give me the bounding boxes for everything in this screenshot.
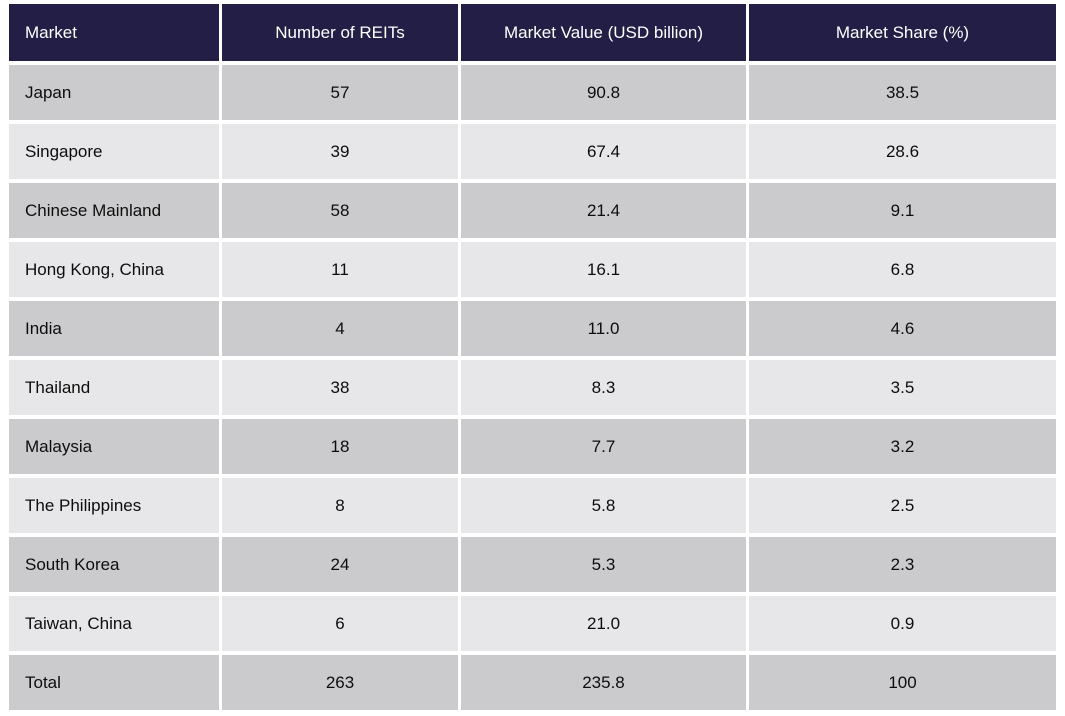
cell-num-reits: 57: [222, 65, 458, 120]
col-header-market: Market: [9, 4, 219, 61]
cell-num-reits: 39: [222, 124, 458, 179]
cell-market-value: 5.8: [461, 478, 746, 533]
table-row: The Philippines 8 5.8 2.5: [9, 478, 1056, 533]
cell-market: South Korea: [9, 537, 219, 592]
table-row: Taiwan, China 6 21.0 0.9: [9, 596, 1056, 651]
cell-market-share: 38.5: [749, 65, 1056, 120]
cell-market-value: 16.1: [461, 242, 746, 297]
cell-market-share: 100: [749, 655, 1056, 710]
cell-market: Singapore: [9, 124, 219, 179]
cell-market-value: 5.3: [461, 537, 746, 592]
cell-market-value: 21.4: [461, 183, 746, 238]
cell-num-reits: 38: [222, 360, 458, 415]
cell-num-reits: 18: [222, 419, 458, 474]
col-header-num-reits: Number of REITs: [222, 4, 458, 61]
table-row: Singapore 39 67.4 28.6: [9, 124, 1056, 179]
table-row: India 4 11.0 4.6: [9, 301, 1056, 356]
cell-market-share: 0.9: [749, 596, 1056, 651]
cell-market-share: 2.3: [749, 537, 1056, 592]
col-header-market-value: Market Value (USD billion): [461, 4, 746, 61]
cell-market-share: 3.5: [749, 360, 1056, 415]
table-row: Thailand 38 8.3 3.5: [9, 360, 1056, 415]
table-body: Japan 57 90.8 38.5 Singapore 39 67.4 28.6 Chines…: [9, 65, 1056, 710]
cell-market: Japan: [9, 65, 219, 120]
table-row: South Korea 24 5.3 2.3: [9, 537, 1056, 592]
cell-market: Chinese Mainland: [9, 183, 219, 238]
cell-market: Hong Kong, China: [9, 242, 219, 297]
reit-market-table: Market Number of REITs Market Value (USD…: [6, 0, 1059, 714]
cell-market: Total: [9, 655, 219, 710]
cell-num-reits: 11: [222, 242, 458, 297]
cell-market: India: [9, 301, 219, 356]
cell-market: Thailand: [9, 360, 219, 415]
cell-market-value: 67.4: [461, 124, 746, 179]
cell-market-share: 4.6: [749, 301, 1056, 356]
cell-market-share: 6.8: [749, 242, 1056, 297]
header-row: Market Number of REITs Market Value (USD…: [9, 4, 1056, 61]
cell-num-reits: 58: [222, 183, 458, 238]
cell-num-reits: 8: [222, 478, 458, 533]
table-row: Hong Kong, China 11 16.1 6.8: [9, 242, 1056, 297]
cell-market-value: 8.3: [461, 360, 746, 415]
table-row-total: Total 263 235.8 100: [9, 655, 1056, 710]
cell-market: Taiwan, China: [9, 596, 219, 651]
cell-market: Malaysia: [9, 419, 219, 474]
table-row: Chinese Mainland 58 21.4 9.1: [9, 183, 1056, 238]
cell-num-reits: 263: [222, 655, 458, 710]
cell-market-value: 11.0: [461, 301, 746, 356]
cell-num-reits: 4: [222, 301, 458, 356]
cell-num-reits: 6: [222, 596, 458, 651]
cell-num-reits: 24: [222, 537, 458, 592]
table-header: Market Number of REITs Market Value (USD…: [9, 4, 1056, 61]
cell-market-value: 7.7: [461, 419, 746, 474]
cell-market-value: 235.8: [461, 655, 746, 710]
table-row: Malaysia 18 7.7 3.2: [9, 419, 1056, 474]
table-row: Japan 57 90.8 38.5: [9, 65, 1056, 120]
cell-market-share: 2.5: [749, 478, 1056, 533]
cell-market-value: 21.0: [461, 596, 746, 651]
cell-market-share: 9.1: [749, 183, 1056, 238]
cell-market-share: 28.6: [749, 124, 1056, 179]
cell-market-value: 90.8: [461, 65, 746, 120]
cell-market: The Philippines: [9, 478, 219, 533]
cell-market-share: 3.2: [749, 419, 1056, 474]
col-header-market-share: Market Share (%): [749, 4, 1056, 61]
